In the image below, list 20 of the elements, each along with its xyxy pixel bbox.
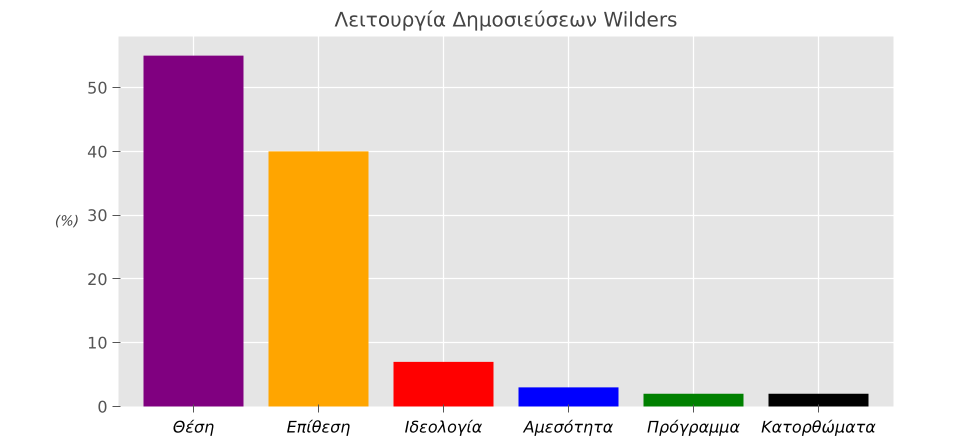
x-tick-label: Πρόγραμμα	[646, 418, 740, 436]
y-axis-title: (%)	[54, 214, 80, 230]
y-tick-label: 0	[97, 398, 108, 416]
x-tick-label: Αμεσότητα	[522, 418, 614, 436]
y-tick-label: 30	[87, 206, 108, 226]
x-tick-label: Θέση	[172, 418, 214, 436]
y-tick-label: 40	[87, 142, 108, 162]
bar	[268, 151, 368, 406]
bar	[518, 387, 618, 406]
bar	[144, 56, 244, 406]
x-tick-label: Κατορθώματα	[761, 418, 876, 436]
x-tick-label: Ιδεολογία	[404, 418, 483, 436]
bar	[768, 394, 868, 406]
y-tick-label: 10	[87, 334, 108, 353]
y-tick-label: 50	[87, 78, 108, 98]
y-tick-label: 20	[87, 270, 108, 289]
bar	[394, 362, 494, 406]
bar	[644, 394, 744, 406]
x-tick-label: Επίθεση	[286, 418, 350, 436]
chart-title: Λειτουργία Δημοσιεύσεων Wilders	[334, 8, 678, 32]
